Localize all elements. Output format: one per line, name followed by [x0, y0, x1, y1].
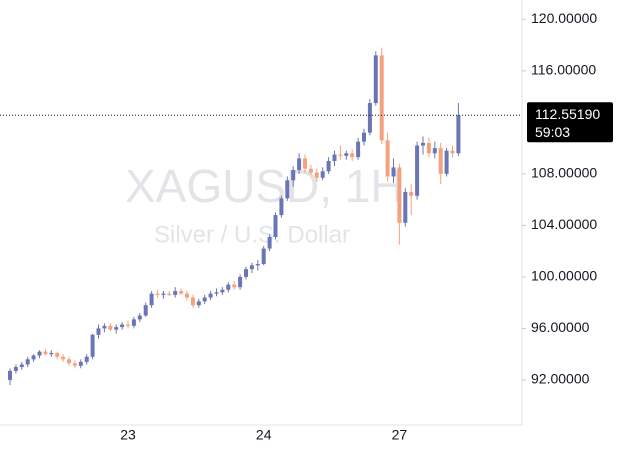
candle-body: [332, 154, 337, 161]
candle-body: [8, 370, 12, 380]
candle-body: [438, 148, 443, 174]
candle-body: [244, 269, 248, 277]
countdown-label: 59:03: [535, 124, 570, 140]
candle-body: [161, 293, 166, 295]
candle-body: [102, 325, 107, 329]
candle-body: [344, 153, 349, 156]
candle-body: [456, 115, 461, 154]
y-tick-label: 108.00000: [531, 165, 597, 181]
candle-body: [450, 150, 455, 154]
candle-body: [426, 142, 431, 154]
candle-body: [37, 351, 42, 356]
candle-body: [96, 328, 101, 335]
watermark-subtitle: Silver / U.S. Dollar: [154, 221, 350, 248]
candle-body: [338, 154, 343, 156]
candle-body: [249, 265, 254, 270]
candle-body: [226, 284, 231, 290]
x-tick-label: 27: [392, 427, 408, 443]
y-tick-label: 116.00000: [531, 62, 596, 78]
candle-body: [350, 153, 355, 158]
candle-body: [43, 351, 48, 355]
candle-body: [267, 236, 272, 249]
candle-body: [137, 315, 142, 320]
candle-body: [273, 215, 278, 237]
candle-body: [232, 284, 237, 288]
candle-body: [90, 334, 95, 357]
candle-body: [238, 276, 243, 288]
x-tick-label: 23: [120, 427, 136, 443]
candle-body: [385, 140, 390, 177]
x-tick-label: 24: [256, 427, 272, 443]
y-tick-label: 104.00000: [531, 216, 597, 232]
candle-body: [279, 198, 284, 216]
candle-body: [185, 293, 189, 298]
candle-body: [391, 167, 396, 177]
candle-body: [291, 170, 296, 181]
candle-body: [126, 324, 130, 326]
y-tick-label: 100.00000: [531, 268, 597, 284]
candle-body: [320, 171, 325, 178]
candle-body: [131, 319, 136, 326]
last-price-label: 112.55190: [535, 106, 600, 122]
candle-body: [190, 297, 195, 306]
candle-body: [143, 305, 148, 316]
candle-body: [373, 55, 378, 104]
candle-body: [49, 352, 54, 355]
candle-body: [55, 352, 60, 357]
candle-body: [25, 359, 30, 365]
candle-body: [432, 148, 437, 154]
candle-body: [167, 293, 172, 295]
watermark-title: XAGUSD, 1H: [125, 160, 404, 212]
candle-body: [179, 291, 184, 294]
candle-body: [120, 324, 125, 328]
candle-body: [214, 292, 219, 294]
candle-body: [415, 145, 420, 196]
candle-body: [444, 150, 449, 174]
candle-body: [13, 367, 18, 371]
candle-body: [326, 160, 331, 172]
candle-body: [31, 355, 36, 360]
candle-body: [114, 327, 119, 330]
candle-body: [255, 264, 260, 266]
y-tick-label: 92.00000: [531, 371, 590, 387]
candle-body: [108, 325, 113, 330]
candle-body: [72, 363, 77, 366]
y-tick-label: 96.00000: [531, 319, 590, 335]
candle-body: [421, 142, 425, 146]
last-price-box: [527, 102, 613, 143]
candle-body: [208, 293, 213, 298]
candle-body: [261, 248, 266, 265]
candle-body: [297, 158, 302, 170]
candle-body: [61, 356, 66, 360]
candle-body: [308, 168, 313, 173]
candle-body: [356, 141, 361, 158]
candle-body: [303, 158, 307, 169]
candle-body: [84, 356, 89, 362]
candle-body: [173, 291, 178, 295]
candle-body: [314, 172, 319, 178]
candle-body: [67, 359, 71, 364]
y-tick-label: 120.00000: [531, 10, 597, 26]
candle-body: [367, 103, 372, 133]
candle-body: [19, 364, 24, 368]
candle-body: [409, 191, 414, 196]
candle-body: [285, 180, 290, 199]
candle-body: [202, 297, 207, 302]
candle-body: [220, 289, 225, 293]
candle-body: [397, 167, 402, 223]
candle-body: [403, 191, 408, 223]
candle-body: [362, 132, 366, 142]
candle-body: [196, 301, 201, 306]
candle-body: [379, 55, 384, 141]
candle-body: [149, 293, 154, 306]
candle-body: [155, 293, 160, 295]
candle-body: [78, 361, 83, 366]
